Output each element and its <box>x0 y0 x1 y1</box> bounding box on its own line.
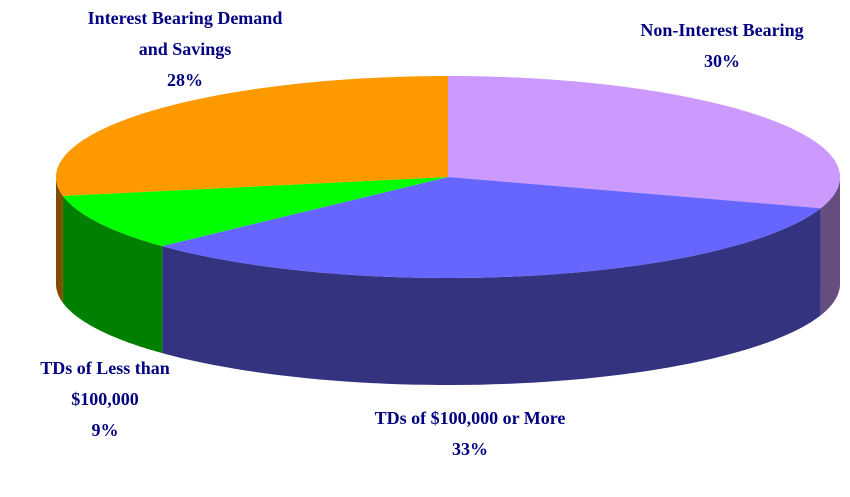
slice-top <box>56 76 448 196</box>
value-label: 33% <box>452 439 488 459</box>
slice-side <box>62 195 163 354</box>
category-label: TDs of $100,000 or More <box>374 408 566 428</box>
category-label: Non-Interest Bearing <box>640 20 804 40</box>
slice-label: Non-Interest Bearing 30% <box>582 15 850 77</box>
slice-top <box>162 177 821 278</box>
category-label: Interest Bearing Demand and Savings <box>87 8 283 59</box>
slice-top <box>448 76 840 209</box>
slice-label: Interest Bearing Demand and Savings 28% <box>85 3 285 96</box>
slice-side <box>56 177 63 303</box>
slice-side <box>820 177 840 316</box>
category-label: TDs of Less than $100,000 <box>40 358 170 409</box>
slice-side <box>162 208 821 385</box>
value-label: 28% <box>167 70 203 90</box>
value-label: 30% <box>704 51 740 71</box>
slice-label: TDs of Less than $100,000 9% <box>20 353 190 446</box>
slice-top <box>62 177 449 247</box>
slice-label: TDs of $100,000 or More 33% <box>370 403 570 465</box>
value-label: 9% <box>91 420 119 440</box>
